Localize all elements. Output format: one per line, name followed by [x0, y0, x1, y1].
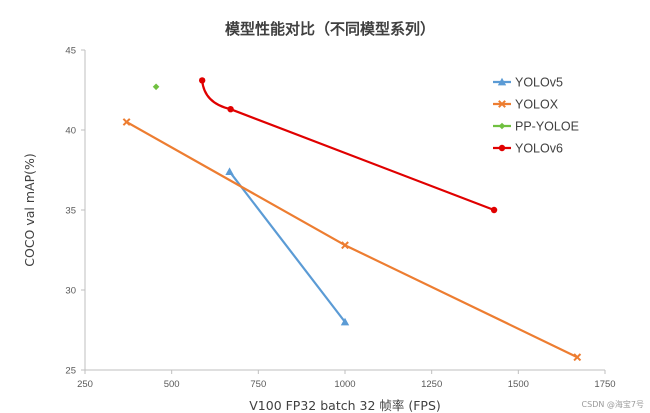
legend-label: YOLOX — [515, 98, 559, 112]
series-pp-yoloe — [152, 83, 160, 91]
legend-item: YOLOv5 — [493, 76, 563, 90]
chart-title: 模型性能对比（不同模型系列） — [225, 20, 435, 38]
data-point — [152, 83, 160, 91]
x-tick-label: 750 — [250, 379, 266, 390]
y-tick-label: 35 — [65, 206, 76, 217]
legend: YOLOv5 YOLOX PP-YOLOE YOLOv6 — [493, 76, 579, 156]
y-tick-label: 45 — [65, 46, 76, 57]
x-tick-label: 1750 — [594, 379, 615, 390]
x-marker-stroke — [498, 100, 506, 108]
x-marker-stroke — [573, 353, 582, 362]
x-tick-label: 250 — [77, 379, 93, 390]
legend-swatch-marker — [498, 122, 506, 130]
legend-item: PP-YOLOE — [493, 120, 579, 134]
data-point — [122, 118, 131, 126]
series-line — [126, 121, 578, 359]
y-tick-labels: 25 30 35 40 45 — [65, 46, 85, 377]
data-point — [490, 206, 498, 214]
y-tick-label: 25 — [65, 366, 76, 377]
x-tick-label: 1000 — [334, 379, 355, 390]
data-point — [227, 106, 234, 113]
data-point — [198, 77, 206, 84]
legend-label: YOLOv5 — [515, 76, 563, 90]
legend-item: YOLOX — [493, 98, 559, 112]
x-marker-stroke — [341, 241, 349, 250]
x-marker-stroke — [122, 118, 131, 126]
legend-swatch-marker — [498, 100, 506, 108]
x-tick-labels: 250 500 750 1000 1250 1500 1750 — [77, 370, 616, 390]
legend-item: YOLOv6 — [493, 142, 563, 156]
series-yolov6 — [198, 77, 498, 214]
y-axis-label: COCO val mAP(%) — [22, 153, 37, 267]
series-yolov5 — [225, 167, 350, 326]
legend-label: PP-YOLOE — [515, 120, 579, 134]
data-point — [573, 353, 582, 362]
data-point — [340, 317, 350, 326]
legend-label: YOLOv6 — [515, 142, 563, 156]
plot-series — [122, 77, 582, 362]
series-yolox — [122, 118, 582, 362]
legend-swatch-marker — [497, 77, 507, 86]
x-tick-label: 500 — [164, 379, 180, 390]
y-tick-label: 30 — [65, 286, 76, 297]
x-axis-label: V100 FP32 batch 32 帧率 (FPS) — [249, 398, 441, 413]
y-tick-label: 40 — [65, 126, 76, 137]
watermark: CSDN @海宝7号 — [581, 400, 644, 409]
x-tick-label: 1500 — [508, 379, 529, 390]
series-line — [228, 170, 346, 323]
data-point — [341, 241, 349, 250]
x-tick-label: 1250 — [421, 379, 442, 390]
data-point — [225, 167, 234, 175]
legend-swatch-marker — [498, 144, 506, 152]
